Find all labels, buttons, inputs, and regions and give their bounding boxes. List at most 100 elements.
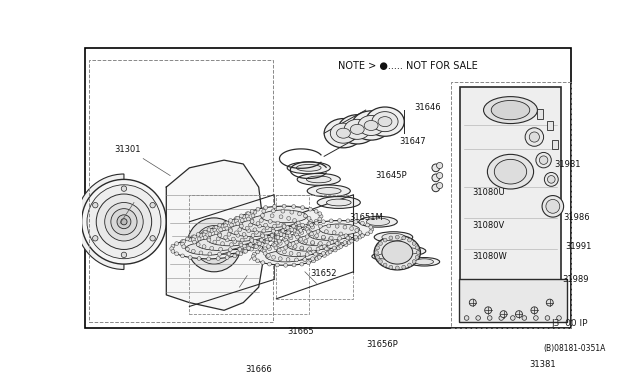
Circle shape <box>349 227 353 231</box>
Circle shape <box>223 224 227 228</box>
Ellipse shape <box>261 210 307 223</box>
Circle shape <box>248 243 253 247</box>
Ellipse shape <box>296 226 361 244</box>
Circle shape <box>273 224 276 228</box>
Circle shape <box>286 258 290 262</box>
Circle shape <box>263 251 267 255</box>
Circle shape <box>93 202 98 208</box>
Circle shape <box>328 237 332 241</box>
Circle shape <box>316 247 320 251</box>
Circle shape <box>307 225 310 229</box>
Circle shape <box>256 207 260 211</box>
Circle shape <box>262 249 266 253</box>
Circle shape <box>207 257 211 261</box>
Circle shape <box>282 223 285 227</box>
Bar <box>547 121 553 130</box>
Wedge shape <box>86 183 124 260</box>
Ellipse shape <box>492 100 530 120</box>
Circle shape <box>290 210 294 214</box>
Circle shape <box>305 228 309 231</box>
Circle shape <box>253 245 257 248</box>
Ellipse shape <box>307 185 350 197</box>
Ellipse shape <box>372 253 399 260</box>
Circle shape <box>515 311 522 318</box>
Text: J3  00 IP: J3 00 IP <box>551 319 588 328</box>
Circle shape <box>314 235 317 239</box>
Text: 31666: 31666 <box>245 365 271 372</box>
Circle shape <box>275 263 279 267</box>
Circle shape <box>383 263 387 267</box>
Circle shape <box>264 235 268 239</box>
Circle shape <box>191 235 195 239</box>
Circle shape <box>285 236 289 240</box>
Circle shape <box>265 238 269 241</box>
Circle shape <box>432 164 440 172</box>
Text: 31646: 31646 <box>414 103 441 112</box>
Circle shape <box>484 307 492 314</box>
Circle shape <box>402 265 406 269</box>
Circle shape <box>296 221 300 225</box>
Ellipse shape <box>392 246 426 256</box>
Bar <box>537 109 543 119</box>
Ellipse shape <box>344 119 371 140</box>
Circle shape <box>199 233 203 237</box>
Circle shape <box>315 257 319 261</box>
Circle shape <box>274 241 278 245</box>
Ellipse shape <box>247 206 321 227</box>
Circle shape <box>250 237 253 241</box>
Circle shape <box>219 247 223 251</box>
Circle shape <box>436 173 443 179</box>
Circle shape <box>240 238 244 242</box>
Circle shape <box>332 231 336 234</box>
Circle shape <box>121 219 127 225</box>
Circle shape <box>293 232 297 236</box>
Circle shape <box>338 219 342 222</box>
Circle shape <box>329 236 333 240</box>
Circle shape <box>314 219 318 223</box>
Circle shape <box>230 243 234 247</box>
Circle shape <box>359 233 363 237</box>
Circle shape <box>300 247 304 251</box>
Circle shape <box>335 241 339 246</box>
Circle shape <box>432 184 440 192</box>
Circle shape <box>365 232 369 236</box>
Circle shape <box>282 225 286 228</box>
Text: 31986: 31986 <box>563 214 589 222</box>
Text: 31080V: 31080V <box>473 221 505 230</box>
Circle shape <box>276 221 280 225</box>
Circle shape <box>278 241 282 245</box>
Circle shape <box>197 257 201 260</box>
Circle shape <box>282 204 286 208</box>
Circle shape <box>250 238 253 242</box>
Circle shape <box>301 223 305 227</box>
Circle shape <box>343 241 347 244</box>
Circle shape <box>288 243 292 247</box>
Circle shape <box>266 245 270 248</box>
Circle shape <box>216 237 220 241</box>
Circle shape <box>117 215 131 229</box>
Circle shape <box>329 219 333 223</box>
Circle shape <box>271 243 275 247</box>
Ellipse shape <box>367 218 390 225</box>
Circle shape <box>355 237 358 241</box>
Circle shape <box>297 235 301 239</box>
Circle shape <box>310 225 314 229</box>
Ellipse shape <box>182 234 257 254</box>
Circle shape <box>312 259 316 263</box>
Circle shape <box>305 235 309 239</box>
Circle shape <box>187 218 241 272</box>
Circle shape <box>307 222 311 225</box>
Circle shape <box>207 238 211 242</box>
Circle shape <box>344 234 348 238</box>
Ellipse shape <box>330 123 356 143</box>
Circle shape <box>545 316 550 320</box>
Circle shape <box>214 231 218 235</box>
Polygon shape <box>166 160 262 310</box>
Circle shape <box>324 247 328 251</box>
Circle shape <box>369 230 372 234</box>
Circle shape <box>376 255 380 259</box>
Circle shape <box>232 237 236 241</box>
Circle shape <box>182 245 186 248</box>
Ellipse shape <box>374 235 420 270</box>
Circle shape <box>259 218 263 222</box>
